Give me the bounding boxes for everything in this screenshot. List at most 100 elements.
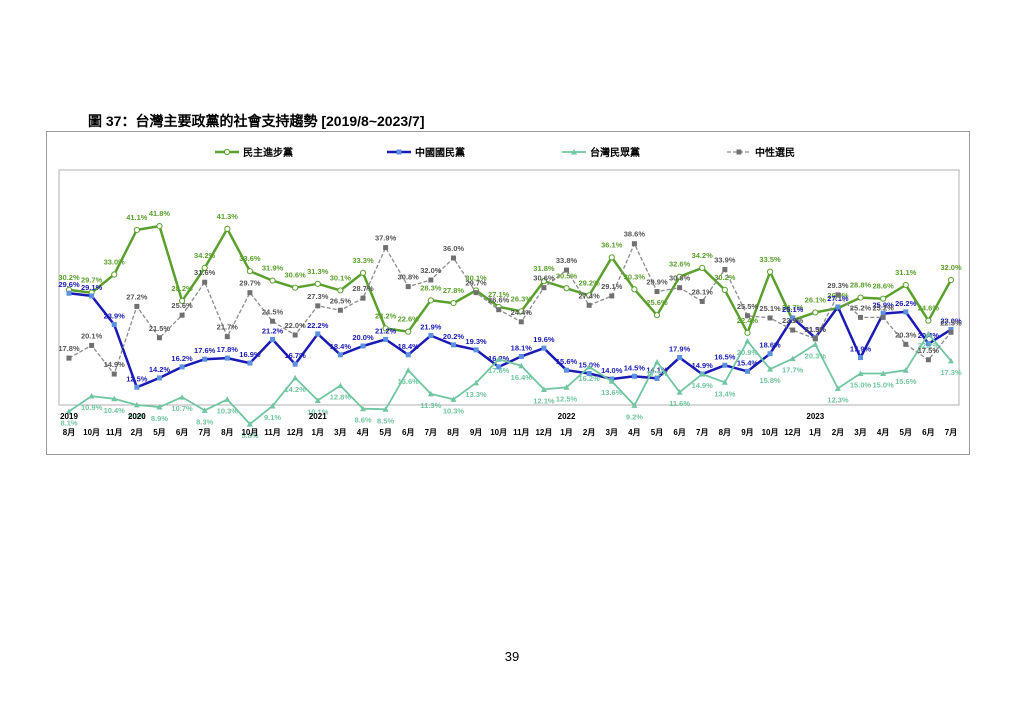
month-label-24: 3月 (606, 428, 618, 437)
point-1-2 (111, 322, 117, 328)
point-1-34 (835, 304, 841, 310)
data-label-3-12: 26.5% (330, 296, 352, 305)
point-0-36 (880, 295, 887, 302)
data-label-3-26: 29.9% (646, 278, 668, 287)
point-1-10 (292, 361, 298, 367)
month-label-17: 8月 (447, 428, 459, 437)
month-label-37: 5月 (900, 428, 912, 437)
data-label-3-11: 27.3% (307, 292, 329, 301)
year-label-3: 2022 (558, 412, 576, 421)
point-0-14 (382, 325, 389, 332)
month-label-27: 6月 (673, 428, 685, 437)
data-label-2-8: 5.8% (241, 431, 258, 440)
point-1-12 (337, 352, 343, 358)
data-label-0-1: 29.7% (81, 276, 103, 285)
point-2-32 (789, 355, 796, 362)
point-3-10 (292, 332, 298, 338)
month-label-22: 1月 (560, 428, 572, 437)
month-label-31: 10月 (762, 428, 779, 437)
point-2-24 (608, 378, 615, 384)
point-2-19 (495, 356, 502, 362)
year-label-0: 2019 (60, 412, 78, 421)
data-label-0-19: 27.1% (488, 290, 510, 299)
point-1-14 (383, 336, 389, 342)
point-0-30 (744, 329, 751, 336)
month-label-30: 9月 (741, 428, 753, 437)
data-label-1-18: 19.3% (465, 337, 487, 346)
point-2-1 (88, 393, 95, 399)
point-2-34 (834, 385, 841, 391)
data-label-0-11: 31.3% (307, 267, 329, 276)
data-label-3-38: 17.5% (918, 346, 940, 355)
month-label-25: 4月 (628, 428, 640, 437)
data-label-3-6: 31.6% (194, 268, 216, 277)
point-1-29 (722, 362, 728, 368)
data-label-2-10: 14.2% (285, 385, 307, 394)
point-2-21 (540, 386, 547, 392)
data-label-0-30: 22.4% (737, 316, 759, 325)
data-label-2-25: 9.2% (626, 412, 643, 421)
data-label-3-17: 36.0% (443, 244, 465, 253)
month-label-3: 2月 (131, 428, 143, 437)
data-label-0-13: 33.3% (352, 256, 374, 265)
data-label-1-16: 21.9% (420, 323, 442, 332)
data-label-1-28: 14.9% (692, 361, 714, 370)
point-2-28 (699, 371, 706, 377)
point-2-12 (337, 382, 344, 389)
point-0-26 (653, 312, 661, 319)
data-label-3-29: 33.9% (714, 256, 736, 265)
month-label-20: 11月 (513, 428, 529, 437)
point-0-22 (563, 285, 570, 292)
point-1-37 (903, 309, 909, 315)
data-label-2-29: 13.4% (714, 389, 736, 398)
month-label-14: 5月 (379, 428, 391, 437)
point-1-9 (270, 336, 276, 342)
data-label-0-24: 36.1% (601, 240, 623, 249)
data-label-3-19: 26.6% (488, 296, 510, 305)
data-label-0-39: 32.0% (940, 263, 962, 272)
data-label-3-33: 21.3% (805, 325, 827, 334)
data-label-0-33: 26.1% (805, 295, 827, 304)
point-1-18 (473, 347, 479, 353)
data-label-2-35: 15.0% (850, 381, 872, 390)
month-label-35: 3月 (854, 428, 866, 437)
legend-marker-0 (223, 148, 231, 156)
data-label-2-13: 8.6% (354, 416, 371, 425)
point-1-17 (450, 342, 456, 348)
data-label-1-22: 15.6% (556, 357, 578, 366)
data-label-0-31: 33.5% (759, 255, 781, 264)
data-label-3-21: 30.6% (533, 274, 555, 283)
point-3-37 (903, 341, 909, 347)
point-0-15 (405, 328, 412, 335)
data-label-1-14: 21.2% (375, 326, 397, 335)
data-label-1-36: 25.9% (873, 301, 895, 310)
data-label-0-25: 30.3% (624, 272, 646, 281)
data-label-2-1: 10.9% (81, 403, 103, 412)
month-label-33: 1月 (809, 428, 821, 437)
point-0-27 (676, 273, 683, 280)
data-label-1-39: 23.0% (940, 317, 962, 326)
data-label-2-20: 16.4% (511, 373, 533, 382)
data-label-1-2: 23.9% (104, 312, 126, 321)
point-1-27 (677, 355, 683, 361)
point-0-2 (111, 271, 118, 278)
point-1-3 (134, 384, 140, 390)
month-label-18: 9月 (470, 428, 482, 437)
month-label-12: 3月 (334, 428, 346, 437)
point-2-25 (631, 402, 638, 408)
data-label-0-27: 32.6% (669, 260, 691, 269)
point-0-5 (178, 297, 186, 304)
point-0-31 (766, 268, 774, 275)
month-label-23: 2月 (583, 428, 595, 437)
data-label-0-9: 31.9% (262, 264, 284, 273)
data-label-1-7: 17.8% (217, 345, 239, 354)
data-label-0-0: 30.2% (58, 273, 80, 282)
point-2-22 (563, 384, 570, 390)
data-label-2-30: 20.9% (737, 348, 759, 357)
point-3-4 (156, 335, 162, 341)
series-line-0 (68, 224, 953, 335)
point-0-8 (246, 268, 254, 275)
point-2-5 (179, 394, 186, 400)
data-label-3-13: 28.7% (352, 284, 374, 293)
